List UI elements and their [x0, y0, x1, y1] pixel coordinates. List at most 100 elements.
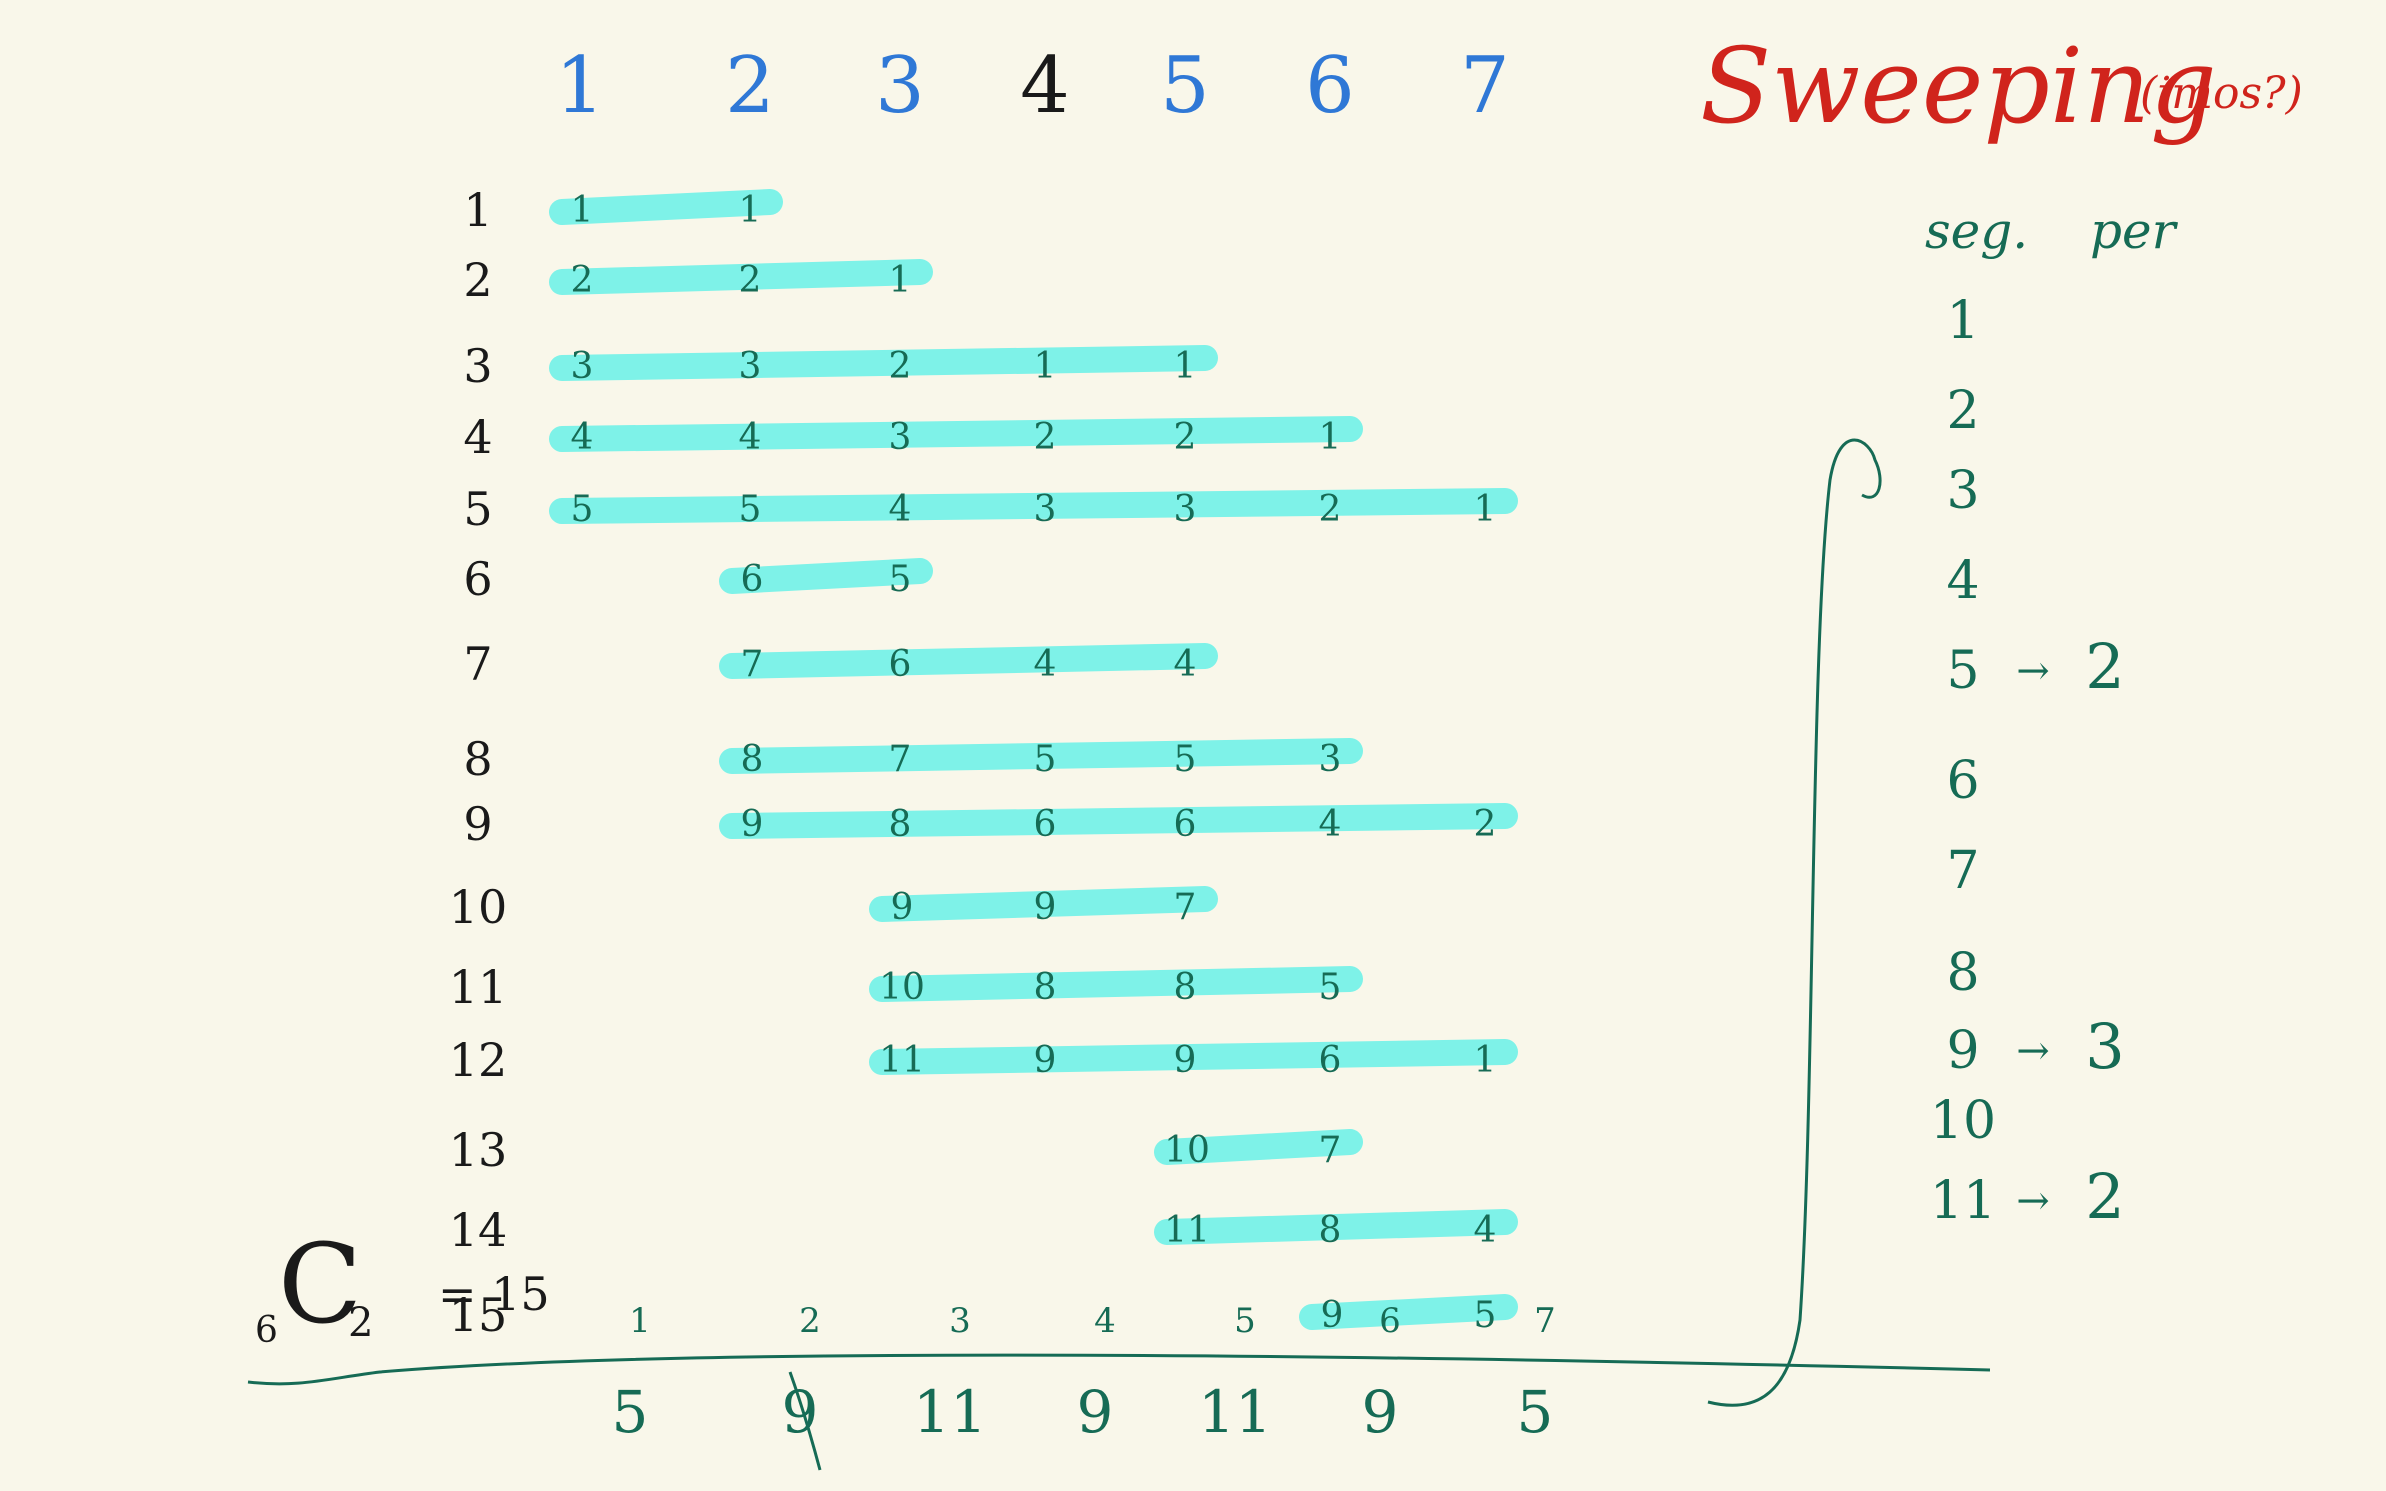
row-label-3: 3	[463, 339, 492, 393]
side-seg-1: 1	[1946, 291, 1979, 351]
segment-bar-15	[1299, 1294, 1518, 1330]
combination-symbol: C	[278, 1220, 362, 1348]
segment-mark-9-4: 6	[1174, 804, 1197, 845]
segment-mark-5-5: 3	[1174, 489, 1197, 530]
segment-mark-2-3: 1	[889, 260, 912, 301]
segment-mark-15-1: 9	[1321, 1295, 1344, 1336]
side-seg-2: 2	[1946, 381, 1979, 441]
bottom-index-6: 6	[1379, 1301, 1401, 1341]
segment-mark-2-2: 2	[739, 260, 762, 301]
bottom-totals: 1 2 3 4 5 6 7 5 9 11 9 11 9 5	[612, 1301, 1556, 1446]
row-label-5: 5	[463, 482, 492, 536]
segment-mark-9-3: 6	[1034, 804, 1057, 845]
row-label-4: 4	[463, 410, 492, 464]
row-label-14: 14	[449, 1203, 508, 1257]
segment-marks: 1 12 2 13 3 2 1 14 4 3 2 2 15 5 4 3 3 2 16 57 6 4 48 7 5 5 39 8 6 6 4 2…	[571, 190, 1497, 1336]
row-label-7: 7	[463, 637, 492, 691]
segment-bar-6	[719, 558, 933, 594]
segment-mark-12-4: 6	[1319, 1040, 1342, 1081]
segment-mark-3-4: 1	[1034, 346, 1057, 387]
tick-stroke	[788, 1371, 822, 1471]
segment-bar-11	[869, 966, 1363, 1002]
segment-mark-10-1: 9	[891, 887, 914, 928]
segment-mark-7-2: 6	[889, 644, 912, 685]
side-seg-3: 3	[1946, 461, 1979, 521]
combination-n: 6	[255, 1310, 278, 1351]
bracket-curve	[1707, 438, 1882, 1407]
segment-mark-15-2: 5	[1474, 1295, 1497, 1336]
segment-bar-14	[1154, 1209, 1518, 1245]
row-label-1: 1	[463, 183, 492, 237]
segment-mark-8-4: 5	[1174, 739, 1197, 780]
side-arrow-9: →	[2016, 1028, 2050, 1074]
segment-mark-9-2: 8	[889, 804, 912, 845]
combination-formula: 6 C 2 = 15	[255, 1220, 550, 1351]
segment-mark-11-3: 8	[1174, 967, 1197, 1008]
side-per-9: 3	[2085, 1010, 2124, 1083]
segment-bar-3	[549, 345, 1218, 381]
segment-mark-4-6: 1	[1319, 417, 1342, 458]
segment-mark-12-3: 9	[1174, 1040, 1197, 1081]
side-header-per: per	[2090, 202, 2179, 260]
segment-mark-8-1: 8	[741, 739, 764, 780]
segment-mark-3-2: 3	[739, 346, 762, 387]
segment-mark-11-4: 5	[1319, 967, 1342, 1008]
bottom-count-6: 9	[1362, 1378, 1399, 1446]
segment-mark-7-1: 7	[741, 644, 764, 685]
segment-mark-6-2: 5	[889, 559, 912, 600]
segment-mark-9-6: 2	[1474, 804, 1497, 845]
row-label-10: 10	[449, 880, 508, 934]
row-label-9: 9	[463, 797, 492, 851]
segment-mark-12-2: 9	[1034, 1040, 1057, 1081]
segment-mark-5-1: 5	[571, 489, 594, 530]
segment-mark-3-5: 1	[1174, 346, 1197, 387]
segment-mark-11-2: 8	[1034, 967, 1057, 1008]
bottom-index-3: 3	[949, 1301, 971, 1341]
combination-k: 2	[348, 1300, 373, 1346]
segment-mark-3-3: 2	[889, 346, 912, 387]
segment-mark-9-1: 9	[741, 804, 764, 845]
side-panel: seg. per 1 2 3 4 5 → 2 6 7 8 9 → 3 10 11 → 2	[1925, 202, 2179, 1233]
segment-mark-5-7: 1	[1474, 489, 1497, 530]
segment-mark-8-5: 3	[1319, 739, 1342, 780]
side-per-5: 2	[2085, 630, 2124, 703]
segment-bar-9	[719, 803, 1518, 839]
bottom-count-4: 9	[1077, 1378, 1114, 1446]
side-seg-7: 7	[1946, 841, 1979, 901]
side-seg-8: 8	[1946, 943, 1979, 1003]
row-label-6: 6	[463, 552, 492, 606]
side-seg-9: 9	[1946, 1021, 1979, 1081]
bottom-index-4: 4	[1094, 1301, 1116, 1341]
segment-mark-13-1: 10	[1164, 1130, 1210, 1171]
segment-bar-1	[549, 189, 783, 225]
row-label-11: 11	[449, 960, 508, 1014]
segment-bar-12	[869, 1039, 1518, 1075]
segment-mark-4-5: 2	[1174, 417, 1197, 458]
segment-mark-2-1: 2	[571, 260, 594, 301]
combination-result: = 15	[438, 1267, 550, 1321]
segment-mark-5-2: 5	[739, 489, 762, 530]
segment-mark-14-1: 11	[1164, 1210, 1210, 1251]
bottom-index-2: 2	[799, 1301, 821, 1341]
segment-bar-8	[719, 738, 1363, 774]
bottom-count-2: 9	[782, 1378, 819, 1446]
segment-mark-4-2: 4	[739, 417, 762, 458]
segment-mark-7-4: 4	[1174, 644, 1197, 685]
bottom-index-5: 5	[1234, 1301, 1256, 1341]
segment-mark-8-2: 7	[889, 739, 912, 780]
segment-mark-3-1: 3	[571, 346, 594, 387]
column-header-1: 1	[555, 41, 605, 131]
segment-mark-9-5: 4	[1319, 804, 1342, 845]
segment-mark-13-2: 7	[1319, 1130, 1342, 1171]
segment-mark-7-3: 4	[1034, 644, 1057, 685]
segment-bar-10	[869, 886, 1218, 922]
segment-mark-4-4: 2	[1034, 417, 1057, 458]
side-seg-6: 6	[1946, 751, 1979, 811]
side-arrow-5: →	[2016, 648, 2050, 694]
column-header-5: 5	[1160, 41, 1210, 131]
segment-mark-4-1: 4	[571, 417, 594, 458]
segment-bars	[549, 189, 1518, 1330]
column-header-4: 4	[1020, 41, 1070, 131]
